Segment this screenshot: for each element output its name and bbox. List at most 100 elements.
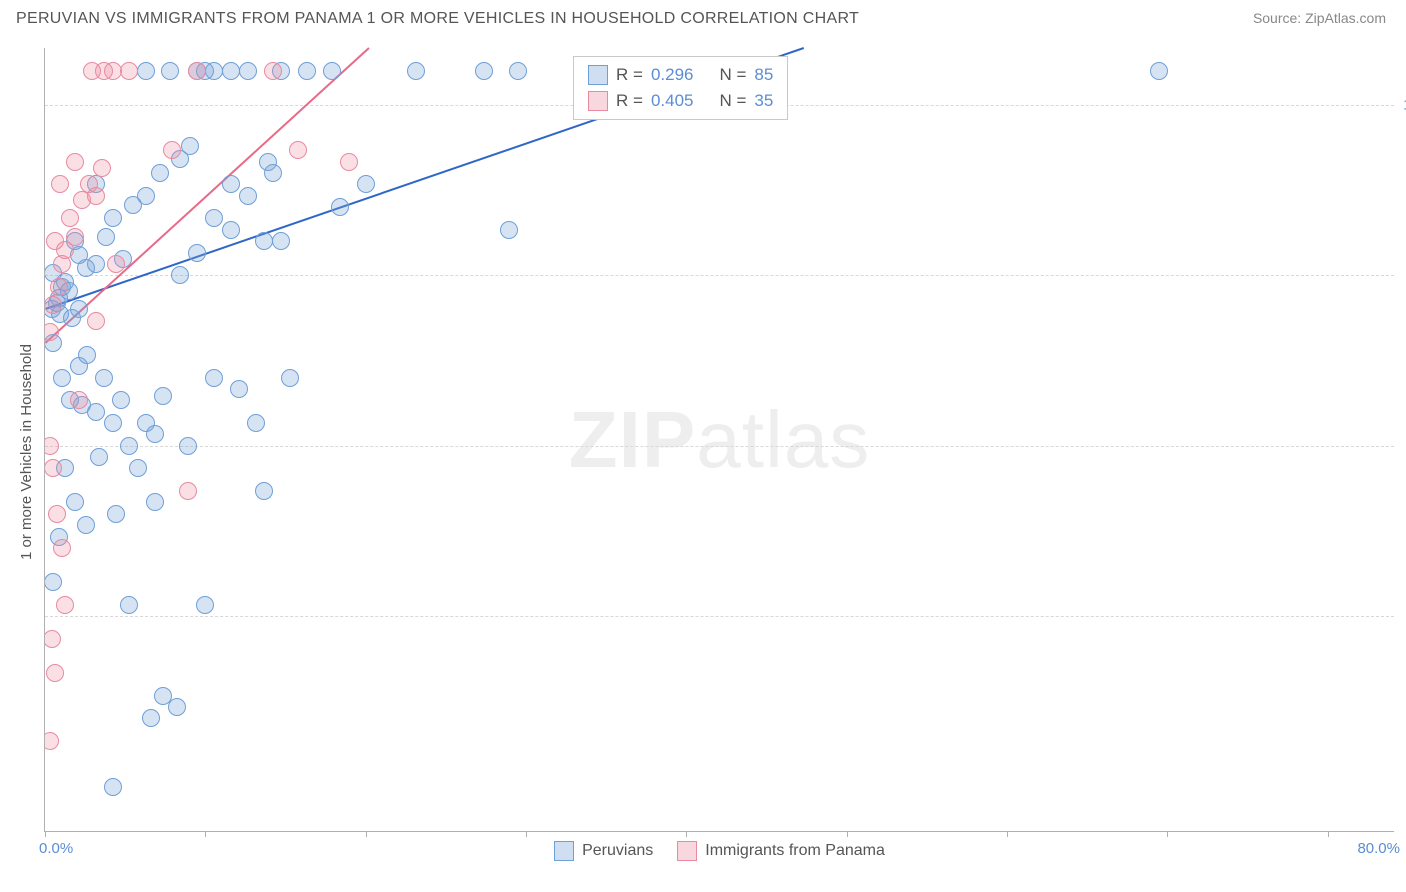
data-point <box>107 505 125 523</box>
y-tick-label: 85.0% <box>1398 437 1406 454</box>
stats-legend: R =0.296N =85R =0.405N =35 <box>573 56 788 120</box>
data-point <box>222 221 240 239</box>
data-point <box>77 516 95 534</box>
data-point <box>45 732 59 750</box>
data-point <box>120 437 138 455</box>
data-point <box>154 387 172 405</box>
stat-r-label: R = <box>616 88 643 114</box>
data-point <box>272 232 290 250</box>
chart-title: PERUVIAN VS IMMIGRANTS FROM PANAMA 1 OR … <box>16 10 859 28</box>
data-point <box>168 698 186 716</box>
data-point <box>53 369 71 387</box>
x-tick-mark <box>366 831 367 837</box>
data-point <box>137 187 155 205</box>
legend-swatch <box>588 91 608 111</box>
data-point <box>45 573 62 591</box>
chart-plot-area: ZIPatlas R =0.296N =85R =0.405N =35 77.5… <box>44 48 1394 832</box>
data-point <box>95 369 113 387</box>
legend-swatch <box>588 65 608 85</box>
stats-legend-row: R =0.405N =35 <box>588 88 773 114</box>
data-point <box>93 159 111 177</box>
data-point <box>259 153 277 171</box>
data-point <box>104 414 122 432</box>
data-point <box>188 62 206 80</box>
data-point <box>142 709 160 727</box>
data-point <box>70 391 88 409</box>
legend-item: Immigrants from Panama <box>677 841 885 861</box>
x-tick-mark <box>686 831 687 837</box>
stat-r-label: R = <box>616 62 643 88</box>
data-point <box>45 296 62 314</box>
legend-item: Peruvians <box>554 841 653 861</box>
stat-n-label: N = <box>719 88 746 114</box>
data-point <box>107 255 125 273</box>
data-point <box>181 137 199 155</box>
data-point <box>161 62 179 80</box>
data-point <box>66 228 84 246</box>
data-point <box>247 414 265 432</box>
data-point <box>289 141 307 159</box>
stat-n-label: N = <box>719 62 746 88</box>
data-point <box>230 380 248 398</box>
data-point <box>500 221 518 239</box>
data-point <box>104 778 122 796</box>
y-axis-label: 1 or more Vehicles in Household <box>18 344 35 560</box>
data-point <box>146 425 164 443</box>
data-point <box>239 62 257 80</box>
stat-r-value: 0.296 <box>651 62 694 88</box>
data-point <box>45 459 62 477</box>
data-point <box>222 175 240 193</box>
data-point <box>298 62 316 80</box>
stats-legend-row: R = 0.296 N = 85 <box>588 62 773 88</box>
legend-swatch <box>677 841 697 861</box>
data-point <box>48 505 66 523</box>
data-point <box>239 187 257 205</box>
data-point <box>281 369 299 387</box>
series-legend: Peruvians Immigrants from Panama <box>45 841 1394 861</box>
data-point <box>53 539 71 557</box>
data-point <box>120 62 138 80</box>
data-point <box>1150 62 1168 80</box>
legend-label: Peruvians <box>582 842 653 860</box>
data-point <box>97 228 115 246</box>
data-point <box>357 175 375 193</box>
x-tick-mark <box>205 831 206 837</box>
data-point <box>340 153 358 171</box>
data-point <box>66 493 84 511</box>
data-point <box>146 493 164 511</box>
x-tick-mark <box>45 831 46 837</box>
data-point <box>205 62 223 80</box>
data-point <box>112 391 130 409</box>
data-point <box>151 164 169 182</box>
stat-r-value: 0.405 <box>651 88 694 114</box>
data-point <box>45 630 61 648</box>
data-point <box>255 232 273 250</box>
stat-n-value: 85 <box>754 62 773 88</box>
data-point <box>78 346 96 364</box>
scatter-points <box>45 48 1394 831</box>
y-tick-label: 77.5% <box>1398 608 1406 625</box>
data-point <box>255 482 273 500</box>
data-point <box>509 62 527 80</box>
data-point <box>104 209 122 227</box>
data-point <box>407 62 425 80</box>
y-tick-label: 100.0% <box>1398 96 1406 113</box>
data-point <box>56 596 74 614</box>
data-point <box>205 209 223 227</box>
x-tick-mark <box>526 831 527 837</box>
data-point <box>179 437 197 455</box>
x-tick-mark <box>1167 831 1168 837</box>
y-tick-label: 92.5% <box>1398 267 1406 284</box>
data-point <box>137 62 155 80</box>
data-point <box>264 62 282 80</box>
data-point <box>87 255 105 273</box>
data-point <box>129 459 147 477</box>
data-point <box>163 141 181 159</box>
legend-swatch <box>554 841 574 861</box>
data-point <box>87 187 105 205</box>
legend-label: Immigrants from Panama <box>705 842 885 860</box>
data-point <box>95 62 113 80</box>
data-point <box>179 482 197 500</box>
data-point <box>205 369 223 387</box>
data-point <box>188 244 206 262</box>
